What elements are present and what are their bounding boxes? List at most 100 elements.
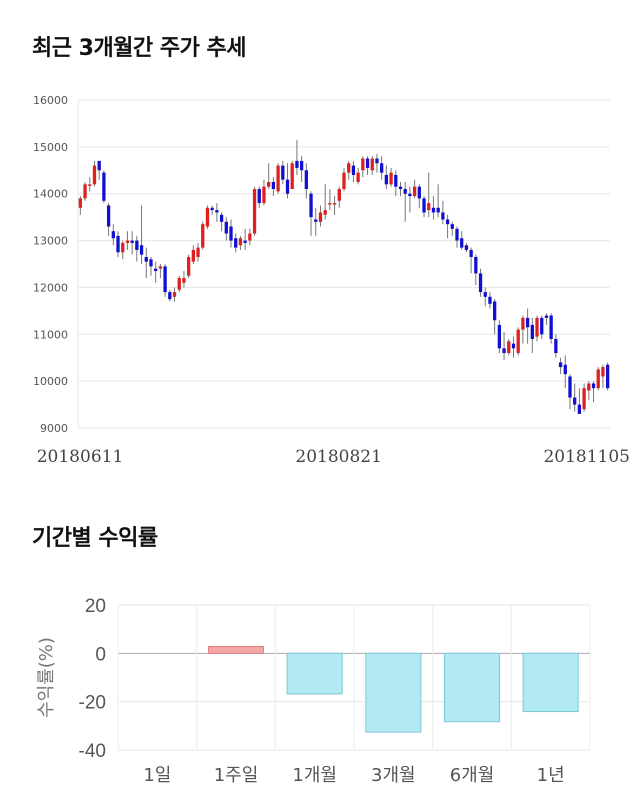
- candle-body: [238, 238, 243, 246]
- candle-body: [314, 219, 318, 222]
- candle: [384, 165, 389, 190]
- candle: [469, 247, 473, 274]
- candle-body: [342, 172, 346, 190]
- candle-body: [182, 278, 186, 283]
- candle-body: [271, 182, 276, 190]
- candle-x-label: 20180611: [37, 447, 124, 467]
- candle-body: [323, 210, 327, 215]
- candle: [380, 156, 384, 180]
- candle-body: [201, 224, 205, 248]
- candle: [243, 228, 247, 250]
- candle-body: [568, 376, 572, 398]
- candle: [408, 186, 412, 213]
- candle-body: [511, 343, 516, 349]
- candle-y-tick-label: 13000: [33, 235, 68, 248]
- candle-body: [248, 233, 252, 241]
- bar-grid: [117, 604, 591, 751]
- candle-body: [318, 212, 323, 222]
- candle: [488, 292, 492, 309]
- returns-bar-chart: 20 0 -20 -40 1일 1주일 1개월 3개월 6개월 1년 수익률(%): [36, 596, 591, 786]
- candle-y-tick-label: 11000: [33, 328, 68, 341]
- candle-body: [384, 174, 389, 185]
- candle: [281, 160, 285, 185]
- bar-y-tick-label: 0: [95, 644, 106, 665]
- candle-body: [601, 367, 605, 377]
- candle: [412, 179, 417, 199]
- candle: [267, 163, 271, 190]
- bar-y-tick-label: -40: [79, 741, 106, 762]
- bar-y-tick-label: -20: [79, 693, 106, 714]
- candle-body: [135, 240, 139, 250]
- candle: [135, 235, 139, 262]
- candle-body: [215, 210, 219, 213]
- candle: [97, 160, 101, 180]
- candle-body: [281, 165, 285, 180]
- candle: [530, 317, 534, 354]
- candle: [111, 224, 115, 246]
- candle: [224, 217, 228, 241]
- candle: [450, 221, 454, 236]
- candle-body: [375, 158, 379, 164]
- candle-body: [483, 292, 487, 297]
- candle: [445, 214, 450, 239]
- candle-body: [219, 214, 224, 222]
- candle-body: [474, 256, 478, 274]
- candle: [342, 167, 346, 192]
- bar-x-axis: 1일 1주일 1개월 3개월 6개월 1년: [143, 765, 564, 786]
- candle: [568, 374, 572, 410]
- candle: [196, 242, 200, 262]
- candle: [130, 231, 134, 255]
- candle: [577, 388, 582, 414]
- candle-body: [106, 205, 111, 227]
- candle: [554, 334, 558, 358]
- candle-body: [516, 329, 520, 354]
- candle-body: [125, 240, 130, 243]
- candle-body: [582, 388, 586, 410]
- candle: [540, 315, 544, 339]
- candle-body: [417, 186, 421, 199]
- candle: [493, 299, 497, 335]
- candle: [149, 256, 153, 276]
- returns-title: 기간별 수익률: [32, 526, 158, 551]
- candle-body: [144, 256, 148, 262]
- candle: [427, 172, 431, 218]
- candle-body: [356, 172, 360, 182]
- candle: [455, 226, 459, 248]
- candle: [573, 383, 577, 412]
- candle-body: [431, 207, 436, 213]
- candle-series: [78, 139, 610, 414]
- candle: [83, 182, 87, 201]
- candle: [497, 320, 502, 354]
- candle: [88, 177, 92, 192]
- candle-body: [299, 160, 304, 171]
- candle: [172, 287, 177, 302]
- candle: [215, 203, 219, 222]
- candle-body: [210, 207, 214, 211]
- candle-body: [441, 212, 445, 220]
- candle: [328, 189, 332, 211]
- candle-body: [191, 249, 195, 262]
- candle: [582, 383, 586, 412]
- candle: [219, 212, 224, 232]
- candle-body: [285, 179, 290, 194]
- candle-body: [427, 203, 431, 211]
- bar-series: [207, 646, 579, 733]
- candle-x-label: 20181105: [543, 447, 630, 467]
- candle-body: [229, 226, 233, 241]
- candle: [186, 254, 191, 279]
- candle-grid: [77, 99, 610, 429]
- candle: [544, 313, 549, 325]
- candle: [116, 231, 120, 257]
- candle: [163, 264, 167, 297]
- candle: [295, 139, 299, 175]
- candle-x-label: 20180821: [295, 447, 382, 467]
- candle-body: [549, 315, 553, 339]
- candle-body: [158, 266, 163, 269]
- candle-body: [304, 170, 308, 190]
- bar-x-label: 6개월: [450, 765, 495, 786]
- candle-body: [154, 268, 158, 272]
- candle: [276, 163, 280, 194]
- candle: [323, 184, 327, 220]
- bar-x-label: 1년: [537, 765, 565, 786]
- candle: [535, 315, 539, 342]
